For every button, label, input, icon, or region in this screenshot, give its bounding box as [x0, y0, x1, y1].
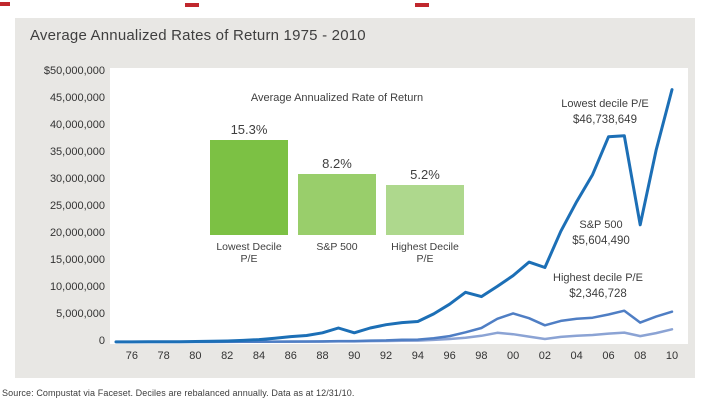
bar-category-label: S&P 500	[316, 241, 358, 253]
y-tick-label: 20,000,000	[49, 227, 105, 239]
x-tick-label: 04	[570, 350, 583, 362]
annotation-sp500: S&P 500 $5,604,490	[531, 217, 671, 249]
x-tick-label: 76	[125, 350, 138, 362]
x-tick-label: 08	[634, 350, 647, 362]
y-tick-label: 40,000,000	[49, 119, 105, 131]
source-note: Source: Compustat via Faceset. Deciles a…	[2, 388, 355, 398]
bar	[298, 174, 376, 235]
bar	[210, 140, 288, 235]
x-axis: 76 78 80 82 84 86 88 90 92 94 96 98 00 02 04 06 08 10	[0, 350, 710, 366]
bar-category-label: Lowest Decile P/E	[216, 241, 282, 265]
x-tick-label: 80	[189, 350, 202, 362]
line-series-lowest-decile-p-e	[114, 88, 674, 344]
y-tick-label: 30,000,000	[49, 173, 105, 185]
x-tick-label: 92	[379, 350, 393, 362]
x-tick-label: 82	[221, 350, 234, 362]
red-artifact-mark	[415, 3, 429, 7]
x-tick-label: 84	[252, 350, 266, 362]
y-tick-label: 15,000,000	[49, 254, 105, 266]
red-artifact-mark	[185, 3, 199, 7]
bar-value-label: 5.2%	[410, 167, 440, 182]
bar	[386, 185, 464, 235]
y-tick-label: 25,000,000	[49, 200, 105, 212]
x-tick-label: 88	[316, 350, 329, 362]
annotation-highest-decile: Highest decile P/E $2,346,728	[528, 270, 668, 302]
chart-title: Average Annualized Rates of Return 1975 …	[30, 27, 366, 44]
inset-bar-chart-title: Average Annualized Rate of Return	[250, 92, 424, 104]
annotation-series-name: Highest decile P/E	[553, 272, 643, 284]
red-artifact-mark	[0, 2, 10, 6]
x-tick-label: 96	[443, 350, 456, 362]
x-tick-label: 90	[348, 350, 361, 362]
x-tick-label: 10	[665, 350, 679, 362]
y-tick-label: 45,000,000	[49, 92, 105, 104]
line-chart-svg	[114, 88, 674, 344]
annotation-series-name: Lowest decile P/E	[561, 98, 649, 110]
x-tick-label: 98	[475, 350, 488, 362]
bar-category-label: Highest Decile P/E	[391, 241, 459, 265]
bars-row: 15.3% 8.2% 5.2%	[205, 88, 469, 235]
y-tick-label: 10,000,000	[49, 281, 105, 293]
y-axis: $50,000,000 45,000,000 40,000,000 35,000,00…	[0, 0, 105, 380]
annotation-lowest-decile: Lowest decile P/E $46,738,649	[535, 96, 675, 128]
x-tick-label: 02	[538, 350, 552, 362]
x-tick-label: 00	[507, 350, 520, 362]
x-tick-label: 86	[284, 350, 297, 362]
bar-column: 15.3%	[205, 88, 293, 235]
annotation-final-value: $5,604,490	[572, 235, 630, 247]
line-series-s-p-500	[114, 309, 674, 344]
y-tick-label: 35,000,000	[49, 146, 105, 158]
y-tick-label: $50,000,000	[43, 65, 105, 77]
bar-category-labels: Lowest Decile P/E S&P 500 Highest Decile P/E	[205, 241, 469, 265]
bar-column: 5.2%	[381, 88, 469, 235]
annotation-series-name: S&P 500	[579, 219, 623, 231]
y-tick-label: 5,000,000	[56, 308, 105, 320]
bar-value-label: 8.2%	[322, 156, 352, 171]
bar-value-label: 15.3%	[230, 122, 268, 137]
bar-column: 8.2%	[293, 88, 381, 235]
y-tick-label: 0	[98, 335, 105, 347]
annotation-final-value: $46,738,649	[573, 114, 637, 126]
x-tick-label: 78	[157, 350, 170, 362]
x-tick-label: 94	[411, 350, 424, 362]
annotation-final-value: $2,346,728	[569, 288, 627, 300]
x-tick-label: 06	[602, 350, 615, 362]
